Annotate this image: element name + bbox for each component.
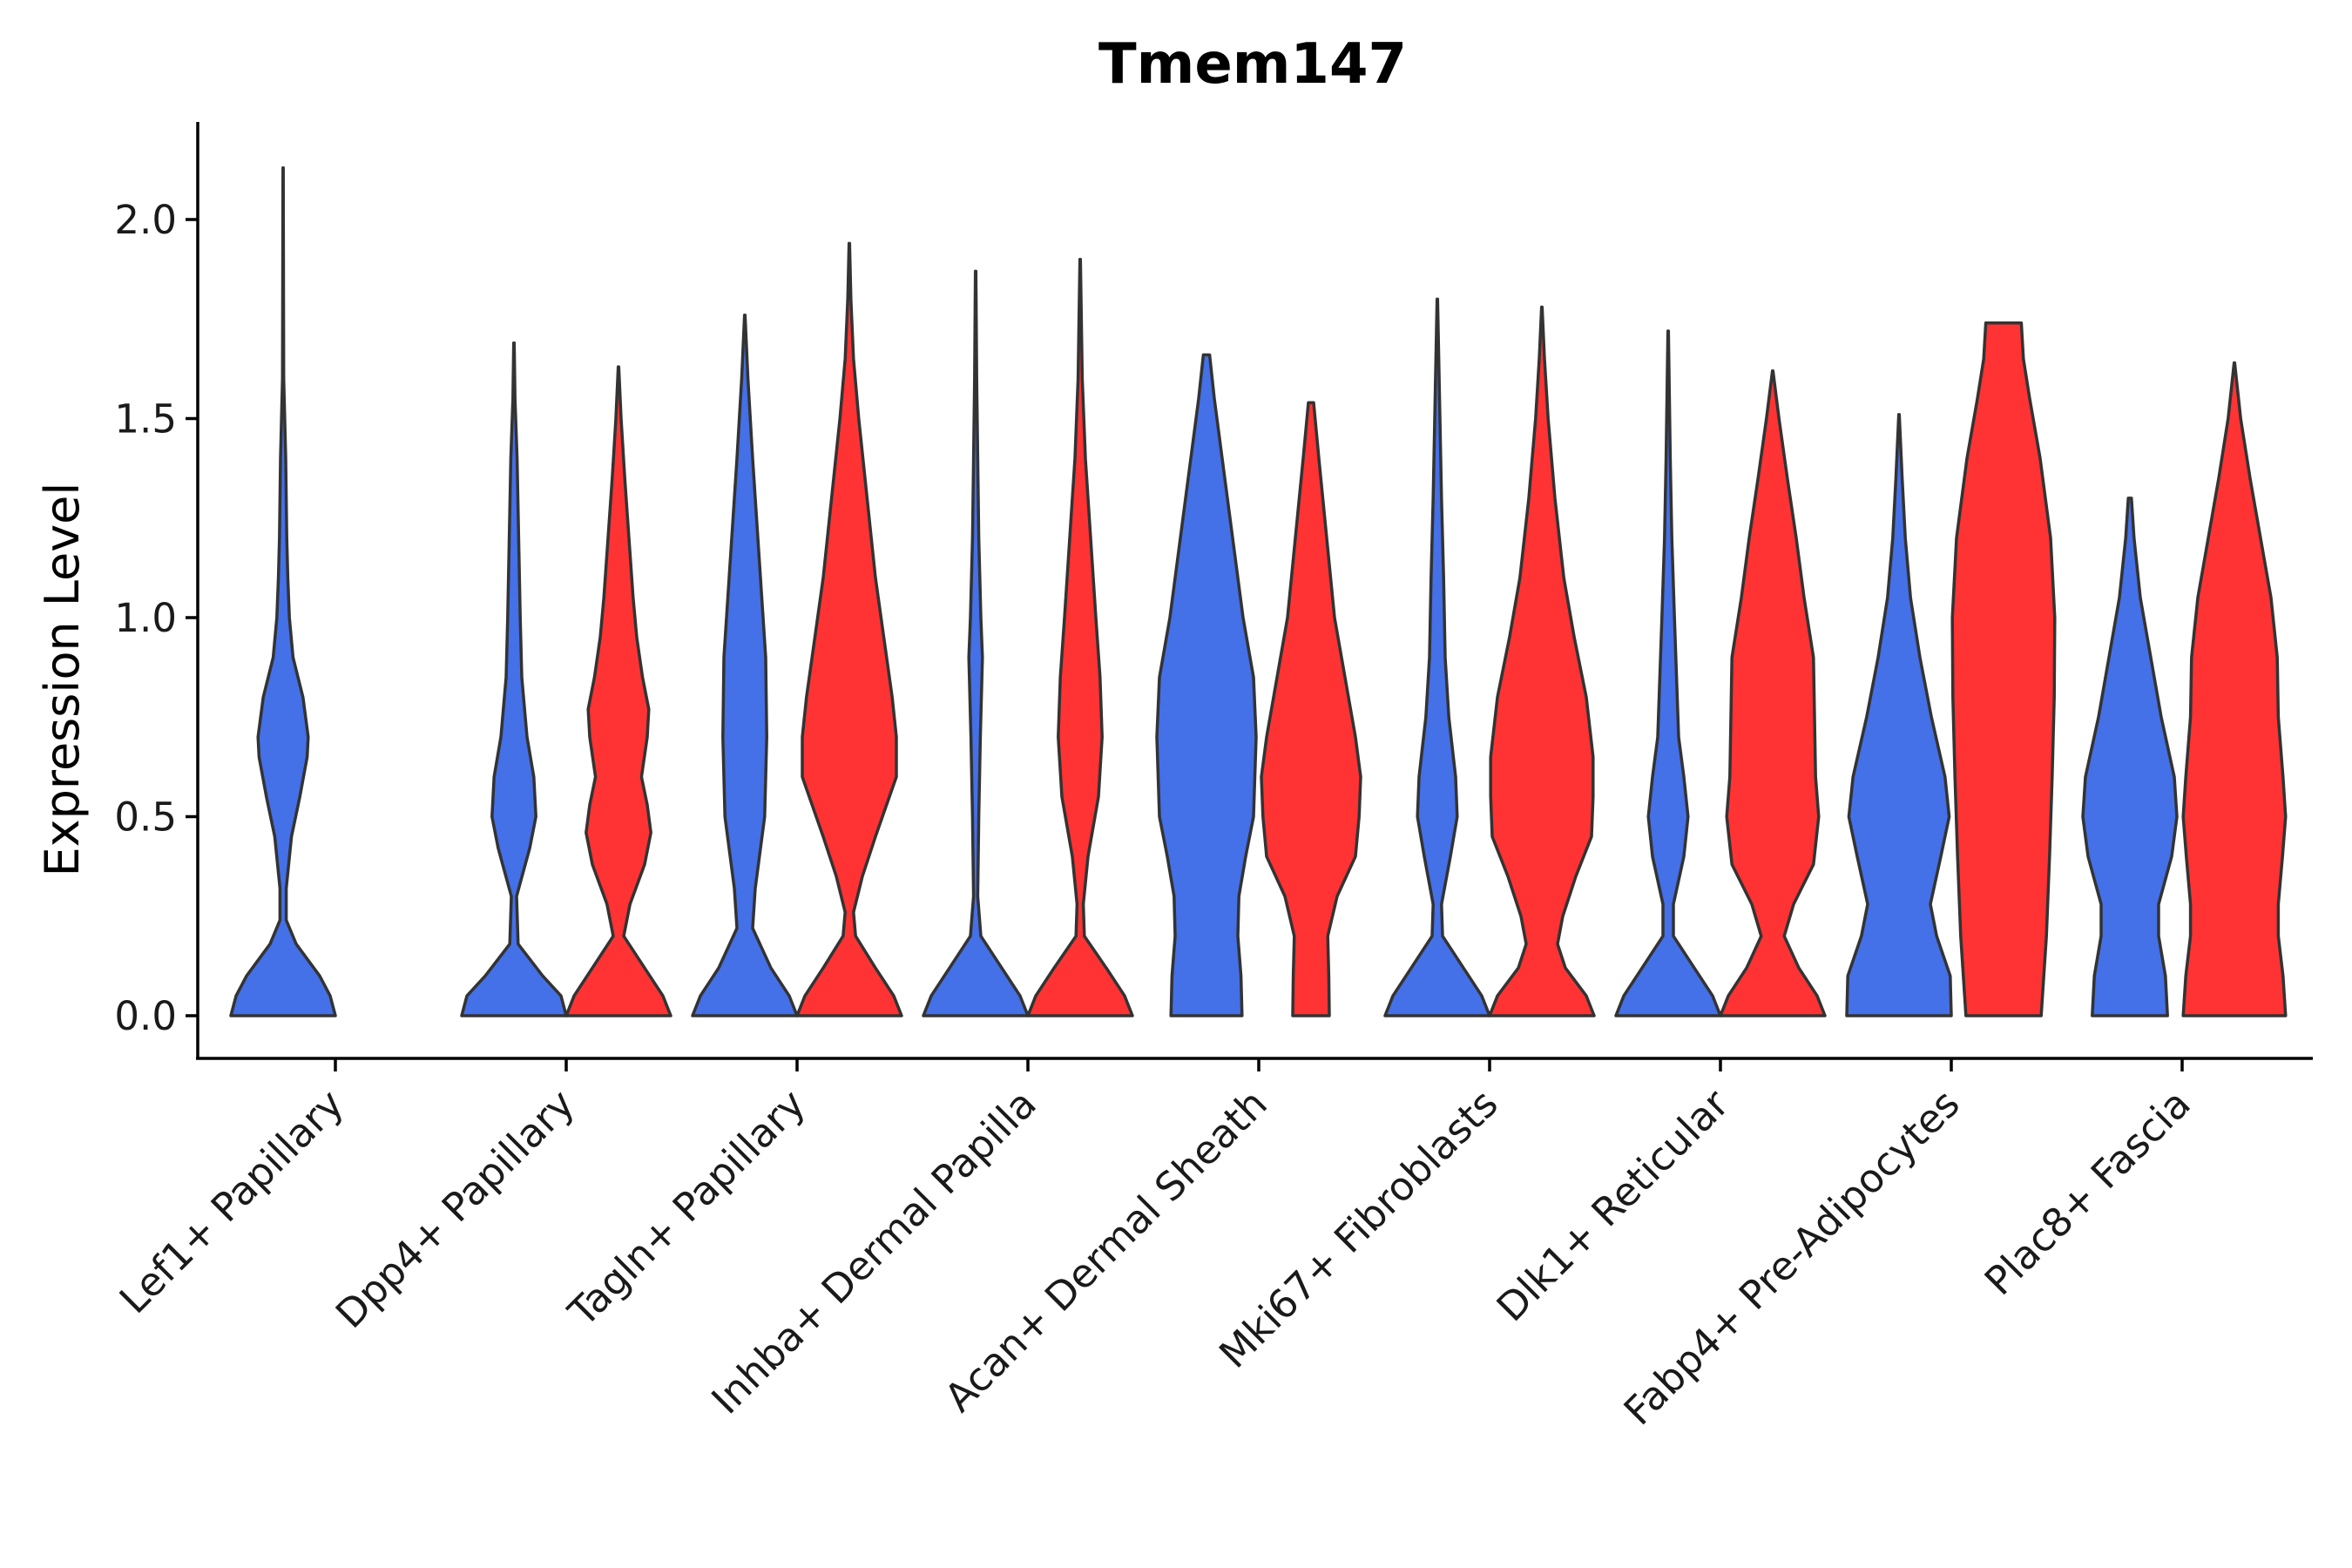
violin-blue-4 bbox=[1155, 353, 1258, 1017]
y-tick-label: 1.5 bbox=[114, 396, 177, 443]
y-tick-label: 2.0 bbox=[114, 197, 177, 243]
x-tick-label: Tagln+ Papillary bbox=[559, 1080, 814, 1335]
violin-blue-1 bbox=[460, 341, 568, 1017]
x-tick-label: Dpp4+ Papillary bbox=[327, 1080, 584, 1337]
violin-blue-6 bbox=[1614, 329, 1722, 1017]
violin-blue-8 bbox=[2081, 497, 2179, 1017]
violin-red-4 bbox=[1260, 401, 1362, 1017]
violin-red-3 bbox=[1026, 257, 1134, 1017]
violin-red-6 bbox=[1719, 368, 1827, 1017]
y-tick-label: 0.0 bbox=[114, 993, 177, 1039]
y-tick-label: 0.5 bbox=[114, 794, 177, 841]
x-tick-label: Lef1+ Papillary bbox=[111, 1080, 353, 1322]
x-tick-label: Dlk1+ Reticular bbox=[1488, 1080, 1738, 1330]
violin-red-5 bbox=[1488, 305, 1596, 1017]
violins-layer bbox=[229, 166, 2288, 1017]
violin-blue-2 bbox=[691, 313, 799, 1017]
violin-blue-7 bbox=[1845, 413, 1953, 1017]
violin-red-1 bbox=[564, 365, 672, 1017]
chart-title: Tmem147 bbox=[1098, 32, 1407, 97]
y-axis-title: Expression Level bbox=[35, 483, 90, 877]
violin-blue-5 bbox=[1383, 297, 1491, 1017]
violin-red-2 bbox=[795, 241, 903, 1017]
violin-blue-3 bbox=[922, 269, 1030, 1017]
y-axis-ticks: 0.0 0.5 1.0 1.5 2.0 bbox=[114, 197, 198, 1039]
y-tick-label: 1.0 bbox=[114, 595, 177, 641]
violin-red-8 bbox=[2181, 361, 2288, 1017]
violin-red-7 bbox=[1950, 321, 2057, 1017]
x-tick-label: Plac8+ Fascia bbox=[1976, 1080, 2200, 1304]
violin-blue-0 bbox=[229, 166, 337, 1017]
